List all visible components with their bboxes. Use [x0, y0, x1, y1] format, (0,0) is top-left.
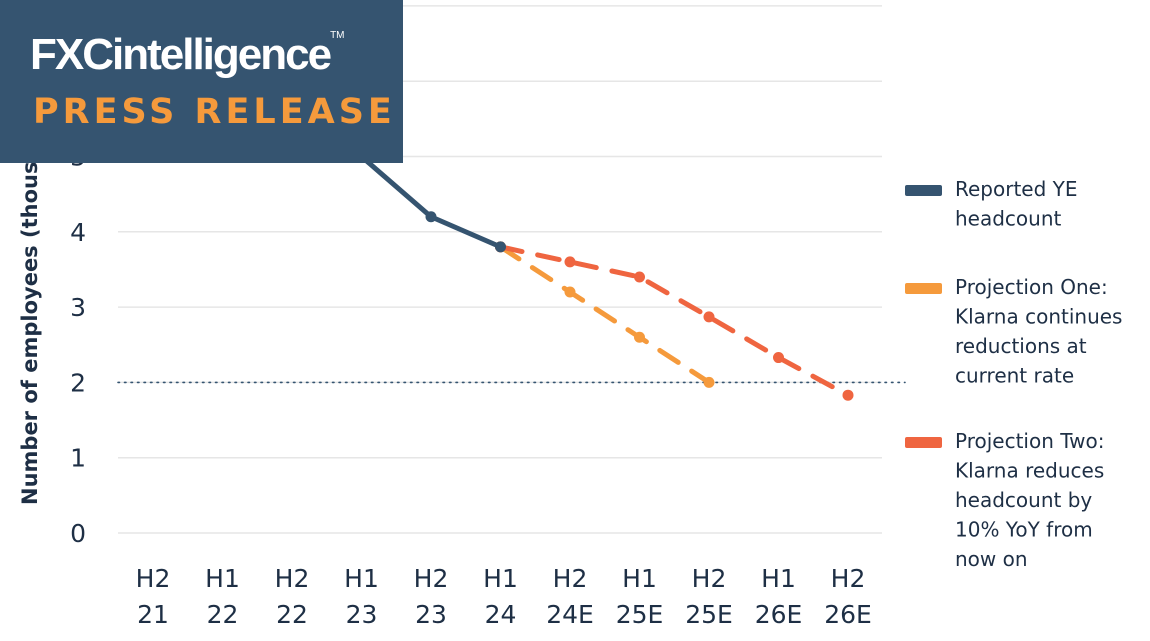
fxc-intelligence-logo: FXCintelligenceTM — [30, 30, 345, 80]
data-point — [634, 331, 645, 343]
x-tick-label: H1 25E — [616, 564, 664, 629]
legend: Reported YE headcount Projection One: Klarn… — [905, 177, 1122, 571]
data-point — [634, 271, 645, 283]
x-tick-label: H1 24 — [483, 564, 518, 629]
legend-swatch — [905, 437, 942, 448]
logo-trademark: TM — [330, 30, 345, 41]
y-tick-label: 4 — [70, 218, 86, 247]
x-axis-ticks: H2 21 H1 22 H2 22 H1 23 H2 23 H1 24 H2 24E H1 25E H2 25E H… — [136, 564, 872, 629]
x-tick-label: H2 23 — [414, 564, 449, 629]
y-tick-label: 3 — [70, 293, 86, 322]
x-tick-label: H2 24E — [546, 564, 594, 629]
y-tick-label: 2 — [70, 368, 86, 397]
legend-label: Reported YE headcount — [955, 177, 1078, 231]
x-tick-label: H2 26E — [824, 564, 872, 629]
x-tick-label: H2 25E — [685, 564, 733, 629]
x-tick-label: H1 22 — [205, 564, 240, 629]
series-line — [498, 244, 851, 398]
x-tick-label: H2 22 — [275, 564, 310, 629]
data-point — [564, 286, 576, 298]
data-point — [773, 352, 784, 364]
y-tick-label: 0 — [70, 519, 86, 548]
x-tick-label: H2 21 — [136, 564, 171, 629]
data-point — [842, 389, 854, 401]
series-line — [359, 154, 503, 250]
y-tick-label: 1 — [70, 444, 86, 473]
data-point — [703, 376, 715, 388]
brand-box: FXCintelligenceTM PRESS RELEASE — [0, 0, 403, 163]
data-point — [425, 211, 437, 223]
data-point — [495, 241, 506, 253]
y-axis-ticks: 012345 — [70, 143, 86, 549]
data-point — [703, 311, 715, 323]
series-group — [356, 151, 854, 401]
legend-label: Projection Two: Klarna reduces headcount b… — [955, 429, 1105, 571]
press-release-label: PRESS RELEASE — [33, 92, 396, 132]
legend-swatch — [905, 185, 942, 196]
series-line — [498, 244, 712, 385]
logo-text: FXCintelligence — [30, 30, 332, 79]
legend-swatch — [905, 283, 942, 294]
x-tick-label: H1 23 — [344, 564, 379, 629]
data-point — [564, 256, 576, 268]
x-tick-label: H1 26E — [755, 564, 803, 629]
legend-label: Projection One: Klarna continues reduction… — [955, 275, 1122, 388]
y-axis-label: Number of employees (thous — [18, 162, 42, 505]
